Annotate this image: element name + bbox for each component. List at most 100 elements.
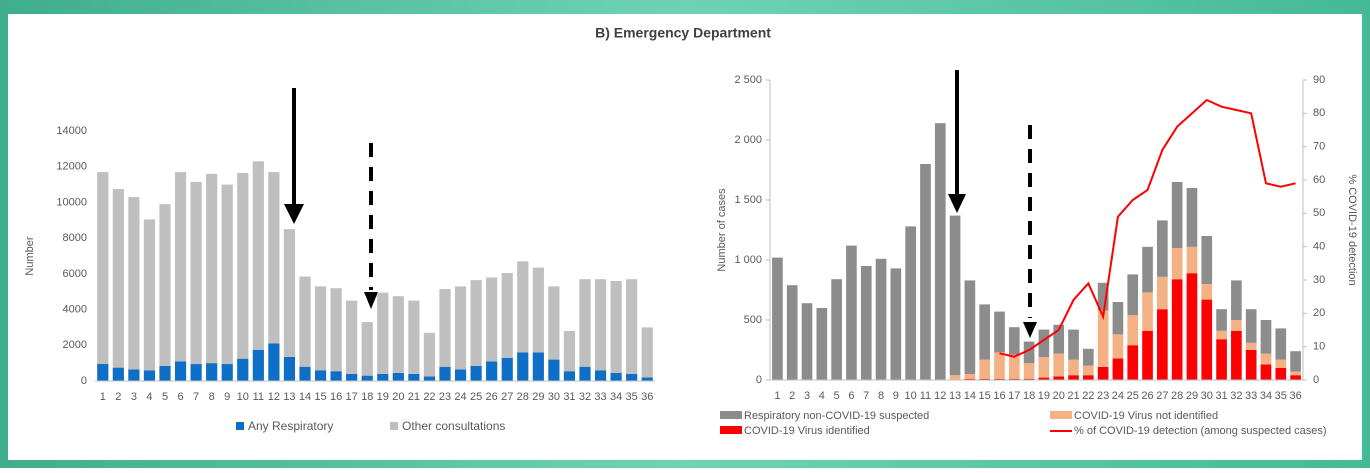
bar: [626, 373, 638, 381]
y2-tick-label: 60: [1313, 174, 1325, 186]
bar: [1112, 302, 1124, 335]
bar: [112, 189, 124, 368]
bar: [548, 286, 560, 360]
bar: [949, 375, 961, 380]
bar: [1053, 353, 1065, 377]
x-tick-label: 1: [774, 390, 780, 402]
bar: [786, 285, 798, 380]
bar: [1112, 358, 1124, 380]
x-tick-label: 35: [1275, 390, 1287, 402]
y-tick-label: 0: [756, 374, 762, 386]
x-tick-label: 33: [1245, 390, 1257, 402]
x-tick-label: 13: [283, 391, 295, 403]
y-tick-label: 14000: [56, 125, 87, 137]
x-tick-label: 24: [454, 391, 466, 403]
y-tick-label: 2000: [63, 339, 87, 351]
bar: [1275, 359, 1287, 368]
x-tick-label: 18: [1023, 390, 1035, 402]
y-tick-label: 500: [744, 314, 762, 326]
x-tick-label: 30: [1201, 390, 1213, 402]
x-tick-label: 2: [115, 391, 121, 403]
bar: [979, 378, 991, 380]
bar: [1023, 363, 1035, 379]
x-tick-label: 36: [1289, 390, 1301, 402]
bar: [159, 204, 171, 366]
bar: [1082, 375, 1094, 380]
x-tick-label: 32: [1230, 390, 1242, 402]
bar: [1038, 377, 1050, 380]
x-tick-label: 3: [131, 391, 137, 403]
legend-label: COVID-19 Virus identified: [744, 425, 870, 437]
y2-tick-label: 10: [1313, 341, 1325, 353]
bar: [268, 172, 280, 344]
bar: [1068, 359, 1079, 376]
bar: [610, 372, 622, 381]
legend-swatch: [720, 426, 742, 434]
bar: [283, 229, 296, 357]
x-tick-label: 20: [1053, 390, 1065, 402]
bar: [964, 374, 976, 379]
bar: [1008, 327, 1020, 355]
legend-label: COVID-19 Virus not identified: [1074, 410, 1218, 422]
bar: [392, 296, 404, 373]
arrow-head: [1023, 322, 1037, 338]
bar: [128, 369, 140, 381]
bar: [1171, 248, 1183, 280]
x-tick-label: 12: [934, 390, 946, 402]
bar: [299, 276, 311, 367]
arrow-head: [364, 292, 378, 309]
y-tick-label: 4000: [63, 303, 87, 315]
x-tick-label: 36: [641, 391, 653, 403]
bar: [237, 358, 249, 381]
legend-label: % of COVID-19 detection (among suspected…: [1074, 425, 1327, 437]
x-tick-label: 27: [501, 391, 513, 403]
bar: [470, 280, 482, 366]
bar: [563, 331, 576, 372]
x-tick-label: 11: [920, 390, 931, 402]
bar: [143, 219, 156, 371]
x-tick-label: 27: [1156, 390, 1168, 402]
bar: [816, 308, 828, 380]
bar: [221, 184, 233, 365]
bar: [1171, 182, 1183, 248]
bar: [361, 322, 373, 376]
bar: [1157, 276, 1168, 310]
x-tick-label: 26: [486, 391, 498, 403]
bar: [1290, 351, 1301, 372]
bar: [920, 164, 931, 380]
bar: [1260, 364, 1272, 380]
bar: [470, 365, 482, 381]
bar: [1127, 345, 1139, 380]
bar: [1038, 357, 1050, 378]
figure-title: B) Emergency Department: [595, 25, 771, 41]
x-tick-label: 9: [224, 391, 230, 403]
bar: [423, 376, 436, 381]
x-tick-label: 7: [193, 391, 199, 403]
bar: [408, 300, 420, 374]
bar: [831, 279, 842, 380]
bar: [1023, 341, 1035, 364]
y2-tick-label: 80: [1313, 107, 1325, 119]
x-tick-label: 17: [346, 391, 358, 403]
x-tick-label: 25: [1127, 390, 1139, 402]
bar: [501, 357, 513, 381]
bar: [237, 172, 249, 359]
bar: [934, 123, 946, 380]
bar: [314, 370, 327, 381]
bar: [454, 369, 467, 381]
bar: [1008, 378, 1020, 380]
y2-tick-label: 50: [1313, 207, 1325, 219]
arrow-head: [284, 204, 304, 224]
x-tick-label: 35: [626, 391, 638, 403]
bar: [860, 266, 872, 380]
x-tick-label: 24: [1112, 390, 1124, 402]
y-tick-label: 2 000: [734, 134, 762, 146]
bar: [579, 366, 591, 381]
bar: [330, 288, 342, 372]
x-tick-label: 16: [330, 391, 342, 403]
bar: [1260, 320, 1272, 354]
bar: [190, 181, 202, 365]
bar: [1142, 330, 1153, 380]
